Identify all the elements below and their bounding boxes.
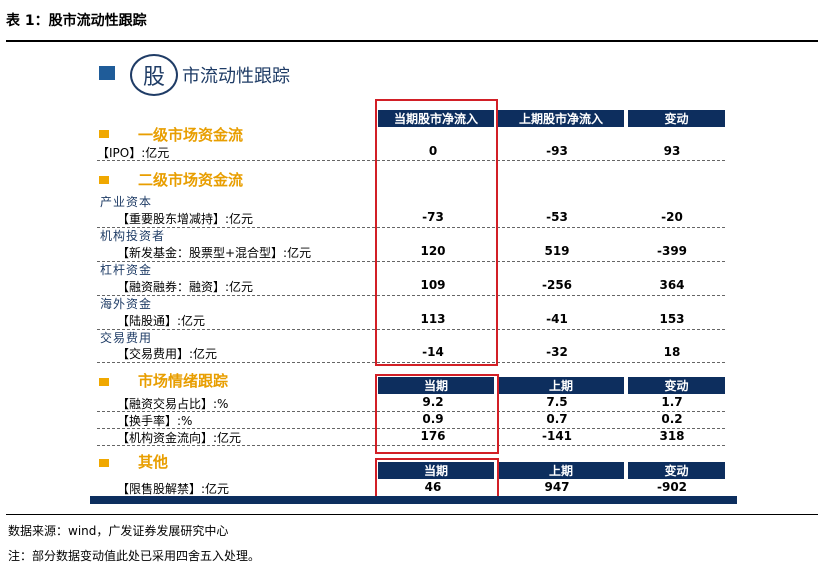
top-rule bbox=[6, 40, 818, 42]
row-label: 【限售股解禁】:亿元 bbox=[117, 482, 230, 496]
col-header-prior: 上期 bbox=[498, 462, 624, 479]
table-row: 【融资融券：融资】:亿元 109 -256 364 bbox=[97, 278, 725, 294]
table-title: 表 1：股市流动性跟踪 bbox=[6, 13, 147, 29]
section-marker-icon bbox=[99, 459, 109, 467]
table-row: 【陆股通】:亿元 113 -41 153 bbox=[97, 312, 725, 328]
section-title-other: 其他 bbox=[138, 453, 169, 471]
category-label: 机构投资者 bbox=[100, 229, 166, 243]
col-header-prior: 上期 bbox=[498, 377, 624, 394]
value-prior: -32 bbox=[546, 345, 568, 359]
highlight-box bbox=[375, 99, 498, 366]
section-marker-icon bbox=[99, 130, 109, 138]
value-current: 109 bbox=[420, 278, 446, 292]
col-header-current: 当期 bbox=[378, 462, 494, 479]
value-change: 153 bbox=[659, 312, 685, 326]
value-prior: -93 bbox=[546, 144, 568, 158]
col-header-change: 变动 bbox=[628, 377, 725, 394]
category-label: 杠杆资金 bbox=[100, 263, 153, 277]
value-current: -73 bbox=[422, 210, 444, 224]
value-current: 113 bbox=[420, 312, 446, 326]
row-divider bbox=[97, 411, 725, 412]
value-current: 120 bbox=[420, 244, 446, 258]
row-divider bbox=[97, 428, 725, 429]
row-label: 【重要股东增减持】:亿元 bbox=[117, 212, 254, 226]
footnote: 注：部分数据变动值此处已采用四舍五入处理。 bbox=[8, 549, 261, 563]
row-divider bbox=[97, 445, 725, 446]
row-divider bbox=[97, 160, 725, 161]
value-change: -902 bbox=[656, 480, 688, 494]
value-current: -14 bbox=[422, 345, 444, 359]
table-row: 【新发基金：股票型+混合型】:亿元 120 519 -399 bbox=[97, 244, 725, 260]
value-prior: -53 bbox=[546, 210, 568, 224]
col-header-prior-inflow: 上期股市净流入 bbox=[498, 110, 624, 127]
value-prior: 519 bbox=[544, 244, 570, 258]
row-label: 【陆股通】:亿元 bbox=[117, 314, 206, 328]
row-label: 【融资交易占比】:% bbox=[117, 397, 229, 411]
header-circle-char: 股 bbox=[142, 65, 165, 90]
table-row: 【换手率】:% 0.9 0.7 0.2 bbox=[97, 412, 725, 428]
value-current: 0 bbox=[428, 144, 438, 158]
value-prior: 7.5 bbox=[546, 395, 568, 409]
row-divider bbox=[97, 227, 725, 228]
data-source: 数据来源：wind，广发证券发展研究中心 bbox=[8, 524, 229, 538]
value-current: 0.9 bbox=[422, 412, 444, 426]
table-row: 【限售股解禁】:亿元 46 947 -902 bbox=[97, 480, 725, 496]
col-header-current-inflow: 当期股市净流入 bbox=[378, 110, 494, 127]
header-title: 市流动性跟踪 bbox=[182, 66, 290, 87]
table-row: 【IPO】:亿元 0 -93 93 bbox=[97, 144, 725, 160]
col-header-current: 当期 bbox=[378, 377, 494, 394]
value-current: 9.2 bbox=[422, 395, 444, 409]
value-current: 46 bbox=[424, 480, 442, 494]
section-marker-icon bbox=[99, 176, 109, 184]
value-change: 364 bbox=[659, 278, 685, 292]
row-label: 【交易费用】:亿元 bbox=[117, 347, 218, 361]
row-divider bbox=[97, 362, 725, 363]
value-current: 176 bbox=[420, 429, 446, 443]
value-change: 93 bbox=[663, 144, 681, 158]
section-marker-icon bbox=[99, 378, 109, 386]
highlight-box bbox=[375, 374, 499, 454]
value-change: -20 bbox=[661, 210, 683, 224]
header-circle-badge: 股 bbox=[130, 54, 178, 96]
row-label: 【机构资金流向】:亿元 bbox=[117, 431, 242, 445]
category-label: 交易费用 bbox=[100, 331, 153, 345]
table-row: 【交易费用】:亿元 -14 -32 18 bbox=[97, 345, 725, 361]
row-label: 【融资融券：融资】:亿元 bbox=[117, 280, 254, 294]
value-change: 1.7 bbox=[661, 395, 683, 409]
value-change: 18 bbox=[663, 345, 681, 359]
value-change: 0.2 bbox=[661, 412, 683, 426]
row-label: 【IPO】:亿元 bbox=[97, 146, 170, 160]
highlight-box bbox=[375, 458, 499, 500]
table-footer-bar bbox=[90, 496, 737, 504]
row-divider bbox=[97, 329, 725, 330]
header-square-icon bbox=[99, 66, 115, 80]
value-prior: 0.7 bbox=[546, 412, 568, 426]
table-row: 【融资交易占比】:% 9.2 7.5 1.7 bbox=[97, 395, 725, 411]
row-divider bbox=[97, 261, 725, 262]
bottom-rule bbox=[6, 514, 818, 515]
row-label: 【新发基金：股票型+混合型】:亿元 bbox=[117, 246, 312, 260]
table-row: 【机构资金流向】:亿元 176 -141 318 bbox=[97, 429, 725, 445]
value-prior: -256 bbox=[541, 278, 573, 292]
category-label: 产业资本 bbox=[100, 195, 153, 209]
col-header-change: 变动 bbox=[628, 462, 725, 479]
section-title-sentiment: 市场情绪跟踪 bbox=[138, 372, 229, 390]
row-divider bbox=[97, 295, 725, 296]
row-label: 【换手率】:% bbox=[117, 414, 193, 428]
section-title-secondary: 二级市场资金流 bbox=[138, 171, 244, 189]
category-label: 海外资金 bbox=[100, 297, 153, 311]
value-prior: -41 bbox=[546, 312, 568, 326]
value-prior: -141 bbox=[541, 429, 573, 443]
value-prior: 947 bbox=[544, 480, 570, 494]
col-header-change: 变动 bbox=[628, 110, 725, 127]
value-change: 318 bbox=[659, 429, 685, 443]
value-change: -399 bbox=[656, 244, 688, 258]
table-row: 【重要股东增减持】:亿元 -73 -53 -20 bbox=[97, 210, 725, 226]
section-title-primary: 一级市场资金流 bbox=[138, 126, 244, 144]
